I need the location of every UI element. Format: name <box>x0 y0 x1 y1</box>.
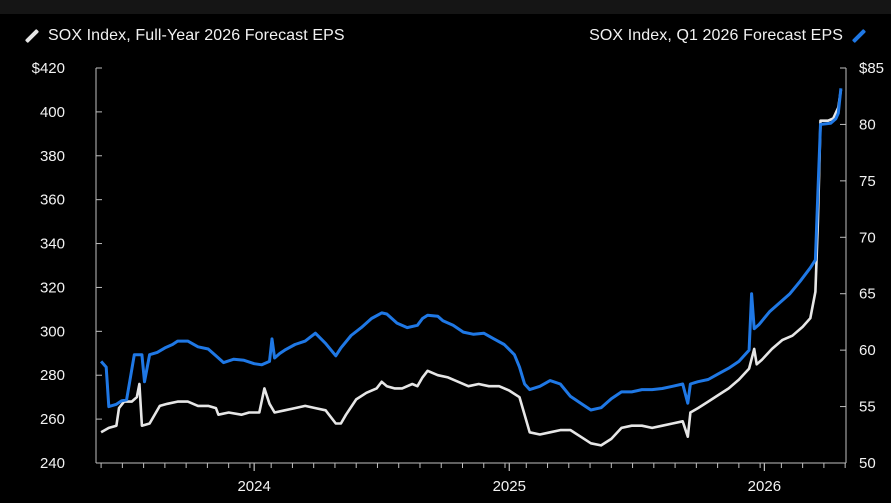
right-tick-label: 50 <box>859 455 876 472</box>
left-tick-label: 300 <box>40 323 65 340</box>
series-line-q1-eps <box>99 88 843 412</box>
x-tick-label: 2026 <box>748 478 781 495</box>
x-tick-label: 2025 <box>493 478 526 495</box>
left-tick-label: $420 <box>32 60 65 77</box>
left-tick-label: 400 <box>40 104 65 121</box>
right-tick-label: $85 <box>859 60 884 77</box>
legend-left: SOX Index, Full-Year 2026 Forecast EPS <box>24 27 345 45</box>
x-tick-label: 2024 <box>237 478 270 495</box>
right-tick-label: 60 <box>859 342 876 359</box>
series-line-full-year-eps <box>100 89 843 447</box>
right-tick-label: 65 <box>859 286 876 303</box>
top-bar <box>0 0 891 14</box>
left-tick-label: 320 <box>40 279 65 296</box>
left-tick-label: 360 <box>40 192 65 209</box>
left-tick-label: 280 <box>40 367 65 384</box>
right-tick-label: 80 <box>859 116 876 133</box>
left-tick-label: 380 <box>40 148 65 165</box>
left-tick-label: 240 <box>40 455 65 472</box>
legend-right-label: SOX Index, Q1 2026 Forecast EPS <box>589 27 843 44</box>
right-tick-label: 75 <box>859 173 876 190</box>
right-tick-label: 55 <box>859 399 876 416</box>
left-tick-label: 260 <box>40 411 65 428</box>
legend-left-label: SOX Index, Full-Year 2026 Forecast EPS <box>48 27 345 44</box>
legend-right: SOX Index, Q1 2026 Forecast EPS <box>589 27 867 45</box>
left-tick-label: 340 <box>40 236 65 253</box>
right-tick-label: 70 <box>859 229 876 246</box>
